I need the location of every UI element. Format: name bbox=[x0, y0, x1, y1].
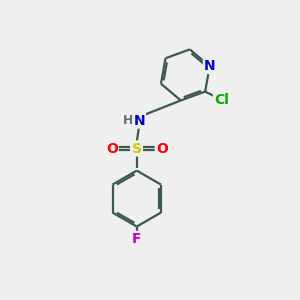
Text: O: O bbox=[106, 142, 118, 155]
Text: O: O bbox=[156, 142, 168, 155]
Text: Cl: Cl bbox=[214, 93, 229, 107]
Text: H: H bbox=[123, 114, 133, 127]
Text: F: F bbox=[132, 232, 142, 246]
Text: N: N bbox=[133, 114, 145, 128]
Text: S: S bbox=[132, 142, 142, 155]
Text: N: N bbox=[204, 59, 215, 73]
